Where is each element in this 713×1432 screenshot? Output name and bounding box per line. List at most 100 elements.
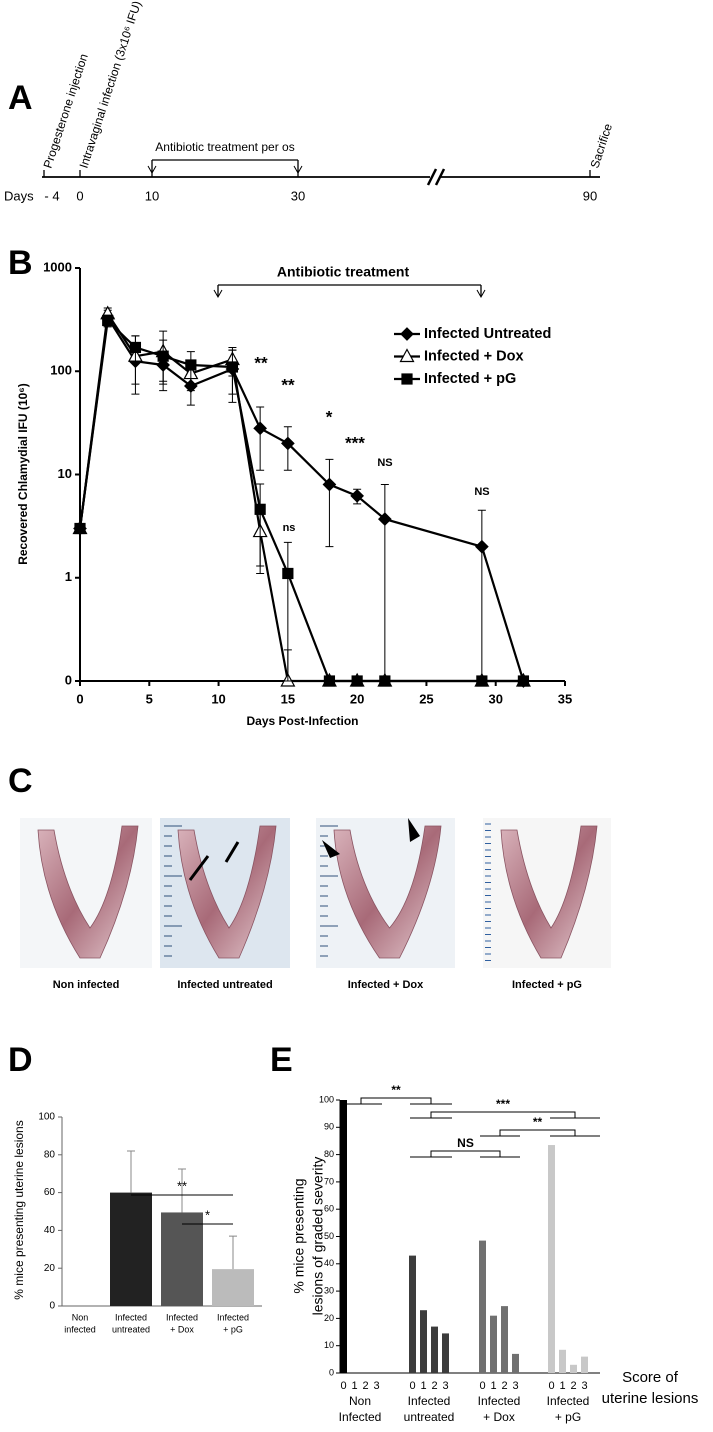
x-tick-label: + Dox	[170, 1324, 194, 1334]
marker	[102, 314, 114, 327]
marker	[253, 421, 267, 436]
significance-label: **	[391, 1083, 401, 1097]
group-label: + pG	[555, 1410, 581, 1424]
significance-bracket	[340, 1097, 452, 1105]
arrow-head	[213, 289, 486, 299]
arrow-head	[147, 165, 157, 175]
significance-label: **	[281, 375, 295, 394]
bar	[581, 1356, 588, 1373]
bar	[512, 1353, 519, 1373]
score-label: 2	[501, 1380, 507, 1392]
score-label: 0	[340, 1380, 346, 1392]
series-line	[78, 310, 524, 683]
score-label: 2	[431, 1380, 437, 1392]
score-label: 0	[409, 1380, 415, 1392]
error-bar	[256, 406, 265, 471]
score-label: 1	[351, 1380, 357, 1392]
day-label: 0	[76, 188, 83, 203]
error-bar	[229, 1235, 237, 1270]
x-tick-label: infected	[64, 1324, 96, 1334]
error-bar	[283, 541, 292, 682]
y-tick-label: 10	[58, 466, 72, 481]
y-tick-label: 10	[324, 1340, 334, 1350]
significance-label: ns	[283, 522, 296, 534]
error-bar	[178, 1168, 186, 1213]
bar	[490, 1315, 497, 1373]
bar	[420, 1310, 427, 1373]
photo-caption: Infected + pG	[512, 979, 582, 991]
significance-label: NS	[377, 457, 392, 469]
marker	[254, 503, 266, 515]
significance-label: NS	[457, 1136, 474, 1150]
y-tick-label: 1000	[43, 259, 72, 274]
day-label: 30	[291, 188, 305, 203]
significance-label: **	[177, 1178, 187, 1193]
score-label: 0	[548, 1380, 554, 1392]
group-label: Infected	[339, 1410, 382, 1424]
x-tick-label: 10	[211, 691, 225, 706]
treatment-label: Antibiotic treatment	[277, 264, 410, 280]
score-label: 2	[570, 1380, 576, 1392]
score-axis-title: uterine lesions	[602, 1390, 699, 1407]
marker	[281, 436, 295, 451]
axis-break	[434, 168, 446, 186]
panel-letter: B	[8, 244, 33, 282]
legend-marker	[400, 327, 414, 341]
marker	[226, 361, 239, 373]
score-label: 3	[581, 1380, 587, 1392]
y-tick-label: 70	[324, 1176, 334, 1186]
significance-bracket	[480, 1129, 600, 1137]
y-axis-title: % mice presenting uterine lesions	[12, 1120, 26, 1299]
y-tick-label: 100	[38, 1112, 55, 1123]
group-label: Non	[349, 1394, 371, 1408]
arrow-head	[293, 165, 303, 175]
error-bar	[477, 509, 486, 682]
x-tick-label: 30	[488, 691, 502, 706]
score-label: 2	[362, 1380, 368, 1392]
y-tick-label: 0	[49, 1301, 55, 1312]
error-bar	[127, 1150, 135, 1193]
panel-letter: A	[8, 79, 33, 117]
arrow	[188, 841, 240, 881]
group-label: untreated	[404, 1410, 455, 1424]
y-tick-label: 90	[324, 1122, 334, 1132]
treatment-label: Antibiotic treatment per os	[155, 140, 294, 154]
marker	[129, 341, 142, 354]
significance-label: *	[326, 407, 333, 426]
x-tick-label: Non	[72, 1312, 89, 1322]
marker	[475, 539, 489, 554]
marker	[157, 350, 169, 362]
marker	[351, 675, 363, 687]
day-label: - 4	[44, 188, 59, 203]
arrowhead	[322, 818, 420, 858]
marker	[282, 567, 294, 580]
score-label: 1	[559, 1380, 565, 1392]
marker	[350, 489, 364, 503]
error-bar	[256, 483, 265, 574]
uterus	[37, 825, 139, 959]
significance-label: *	[205, 1207, 210, 1222]
marker	[517, 675, 530, 687]
uterus	[500, 825, 598, 959]
x-tick-label: Infected	[166, 1312, 198, 1322]
photo-caption: Infected + Dox	[348, 979, 424, 991]
significance-bracket	[410, 1150, 520, 1158]
x-tick-label: untreated	[112, 1324, 150, 1334]
x-tick-label: Infected	[115, 1312, 147, 1322]
day-label: 90	[583, 188, 597, 203]
bar	[501, 1306, 508, 1373]
x-axis-title: Days Post-Infection	[246, 714, 358, 728]
bar	[409, 1255, 416, 1373]
legend-label: Infected + pG	[424, 371, 516, 387]
group-label: Infected	[408, 1394, 451, 1408]
y-tick-label: 20	[324, 1313, 334, 1323]
y-tick-label: 50	[324, 1231, 334, 1241]
marker	[185, 359, 197, 371]
y-axis-title: lesions of graded severity	[310, 1157, 326, 1316]
significance-label: ***	[345, 433, 365, 452]
marker	[322, 477, 337, 492]
significance-label: NS	[474, 486, 489, 498]
photo-caption: Non infected	[53, 979, 120, 991]
bar	[161, 1212, 203, 1306]
